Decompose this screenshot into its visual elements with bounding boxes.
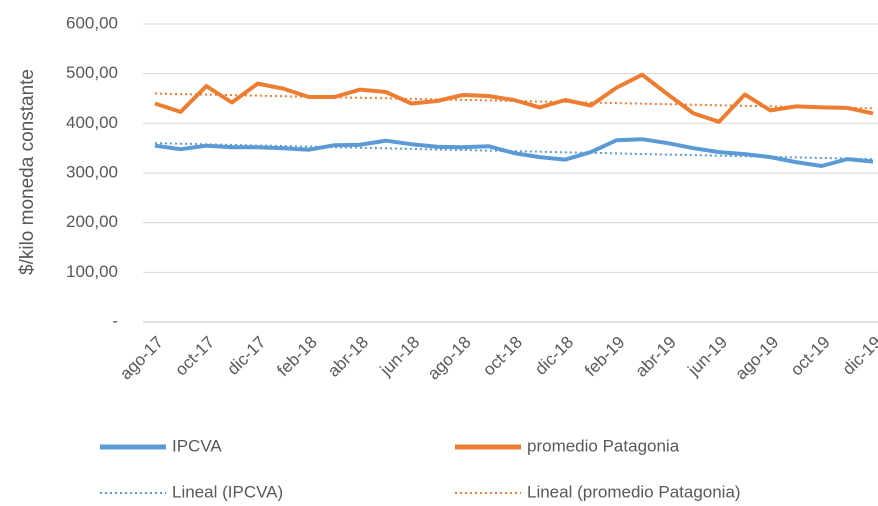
series-line <box>154 137 874 168</box>
x-tick-label: feb-19 <box>581 333 629 381</box>
x-tick-label: oct-18 <box>479 333 526 380</box>
legend-label: promedio Patagonia <box>527 436 680 455</box>
x-tick-label: dic-19 <box>839 333 878 379</box>
y-tick-label: 500,00 <box>66 63 118 82</box>
x-tick-label: dic-18 <box>531 333 577 379</box>
x-tick-label: ago-18 <box>424 333 475 384</box>
legend-label: Lineal (IPCVA) <box>172 482 283 501</box>
y-tick-label: 600,00 <box>66 13 118 32</box>
y-tick-label: 200,00 <box>66 212 118 231</box>
y-tick-label: 400,00 <box>66 113 118 132</box>
x-tick-label: oct-17 <box>171 333 218 380</box>
x-tick-label: oct-19 <box>787 333 834 380</box>
x-tick-label: ago-19 <box>732 333 783 384</box>
y-axis-title: $/kilo moneda constante <box>17 69 38 275</box>
y-tick-label: 100,00 <box>66 262 118 281</box>
x-tick-label: feb-18 <box>273 333 321 381</box>
x-tick-label: ago-17 <box>116 333 167 384</box>
x-tick-label: dic-17 <box>223 333 269 379</box>
legend-label: IPCVA <box>172 436 222 455</box>
y-tick-label: 300,00 <box>66 162 118 181</box>
x-tick-label: abr-18 <box>324 333 372 381</box>
x-tick-label: jun-18 <box>376 333 424 381</box>
series-line <box>154 72 874 124</box>
x-tick-label: abr-19 <box>632 333 680 381</box>
legend-label: Lineal (promedio Patagonia) <box>527 482 741 501</box>
x-tick-label: jun-19 <box>684 333 732 381</box>
y-tick-label: - <box>112 311 118 330</box>
